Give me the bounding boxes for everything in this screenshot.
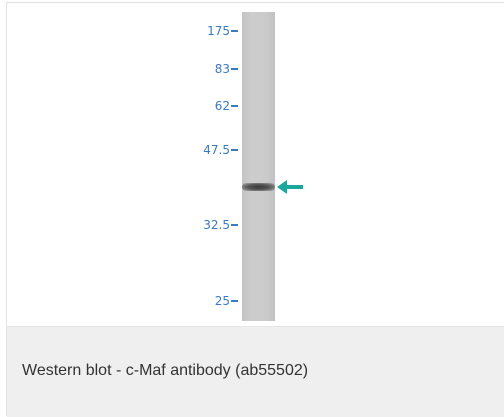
marker-tick bbox=[231, 68, 238, 71]
blot-lane bbox=[242, 12, 275, 321]
marker-label: 25 bbox=[214, 293, 230, 308]
protein-band bbox=[242, 182, 275, 191]
image-card: 175 83 62 47.5 32.5 25 Western blot - c-Maf a… bbox=[6, 2, 504, 417]
marker-tick bbox=[231, 224, 238, 227]
marker-label: 47.5 bbox=[203, 142, 230, 157]
marker-label: 62 bbox=[214, 99, 230, 114]
marker-tick bbox=[231, 299, 238, 302]
arrow-left-icon bbox=[277, 179, 303, 194]
caption-bar: Western blot - c-Maf antibody (ab55502) bbox=[7, 326, 504, 417]
image-caption: Western blot - c-Maf antibody (ab55502) bbox=[22, 362, 309, 379]
marker-tick bbox=[231, 29, 238, 32]
marker-tick bbox=[231, 148, 238, 151]
marker-label: 32.5 bbox=[203, 218, 230, 233]
marker-label: 83 bbox=[214, 62, 230, 77]
marker-tick bbox=[231, 105, 238, 108]
western-blot-image: 175 83 62 47.5 32.5 25 bbox=[7, 3, 504, 326]
marker-label: 175 bbox=[207, 23, 230, 38]
